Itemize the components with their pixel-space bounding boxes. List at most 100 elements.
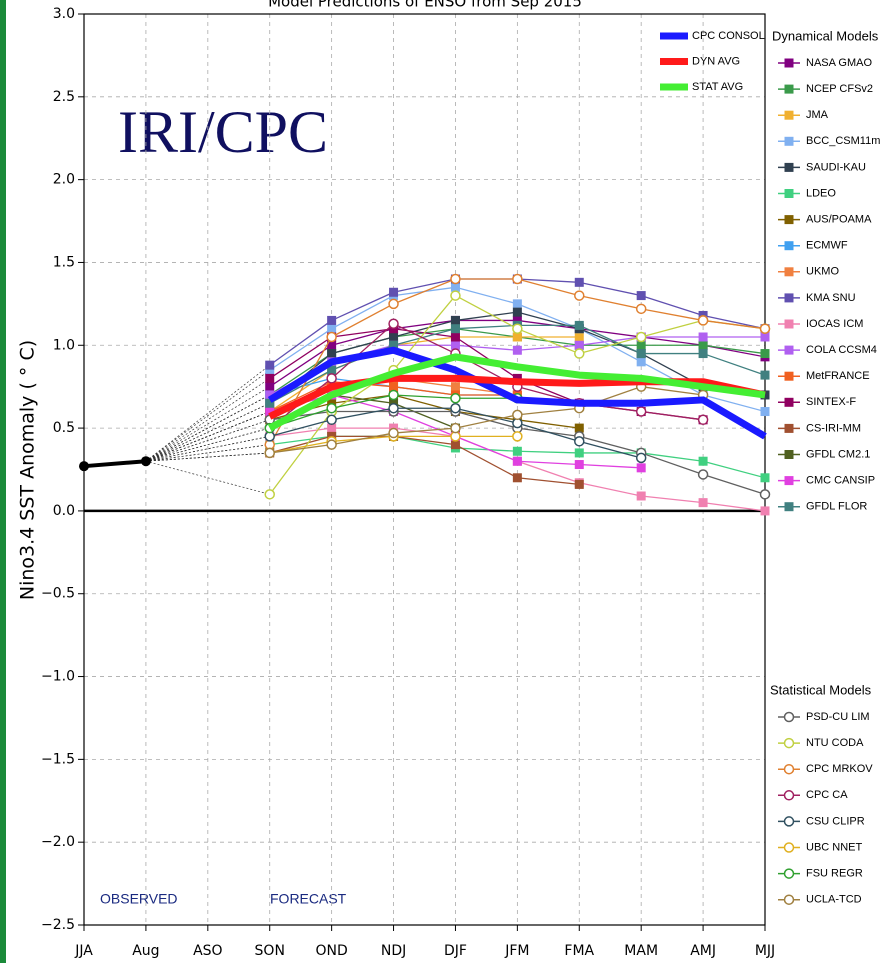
point [759,323,771,334]
point [512,307,522,317]
point [512,446,522,456]
point [388,402,399,414]
point [389,340,399,350]
legend-label: COLA CCSM4 [806,344,877,356]
point [636,357,646,367]
point [140,456,151,467]
point [512,323,523,334]
point [698,349,708,359]
point [512,332,522,342]
legend-label: BCC_CSM11m [806,135,880,147]
point [574,290,585,301]
y-tick-label: −2.0 [41,834,75,850]
point [265,398,275,408]
point [450,402,461,414]
point [450,332,460,342]
point [450,282,460,292]
logo-text: IRI/CPC [118,99,328,165]
point [635,406,647,417]
point [697,469,709,480]
point [264,447,275,459]
legend-label: UCLA-TCD [806,894,862,906]
point [574,332,584,342]
legend-marker [784,345,794,355]
legend-marker [784,267,794,277]
legend-label: SAUDI-KAU [806,161,866,173]
point [698,498,708,508]
point [574,320,584,330]
legend-label: CSU CLIPR [806,815,865,827]
x-tick-label: DJF [444,943,467,959]
legend-label: GFDL FLOR [806,501,867,513]
legend-marker [783,763,795,775]
legend-label: GFDL CM2.1 [806,448,870,460]
point [760,407,770,417]
legend-label: NCEP CFSv2 [806,83,873,95]
point [512,299,522,309]
legend-marker [784,371,794,381]
legend-label: LDEO [806,187,836,199]
y-tick-label: 3.0 [53,6,75,22]
point [450,340,460,350]
legend-marker [784,84,794,94]
connector [145,452,270,462]
point [512,273,523,285]
legend-label: MetFRANCE [806,370,870,382]
point [389,382,399,392]
legend-marker [784,136,794,146]
legend-marker [784,58,794,68]
y-tick-label: −1.0 [41,669,75,685]
legend-marker [784,319,794,329]
point [327,340,337,350]
legend-label: NTU CODA [806,737,864,749]
connector [145,427,270,462]
point [760,473,770,483]
point [326,402,337,414]
legend-marker [783,737,795,749]
legend-label: NASA GMAO [806,57,872,69]
connector [145,402,270,462]
series-line [269,394,580,429]
point [327,349,337,359]
point [759,489,771,500]
legend-label: JMA [806,109,829,121]
connector [145,460,270,495]
x-tick-label: SON [255,943,285,959]
point [450,422,461,434]
legend-marker [783,868,795,879]
point [697,414,709,426]
point [760,506,770,516]
legend-marker [783,894,795,905]
point [265,360,275,370]
point [79,461,89,472]
legend-label: CMC CANSIP [806,475,875,487]
legend-title: Statistical Models [770,682,872,697]
legend-marker [784,241,794,251]
point [450,393,461,404]
series-line [269,323,704,429]
point [574,436,585,447]
legend-label: CPC CA [806,789,848,801]
point [574,460,584,470]
legend-label: AUS/POAMA [806,214,872,226]
y-tick-label: −1.5 [41,751,75,767]
x-tick-label: ASO [193,943,222,959]
legend-label: STAT AVG [692,81,743,93]
connector [145,436,270,462]
series-line [269,386,704,454]
point [636,340,646,350]
point [265,407,275,417]
legend-marker [784,502,794,512]
series-line [83,459,147,469]
legend-label: UBC NNET [806,841,863,853]
legend-label: IOCAS ICM [806,318,863,330]
connector [145,419,270,462]
point [450,290,461,301]
legend-marker [784,189,794,198]
point [326,331,337,343]
legend-marker [783,816,795,827]
y-tick-label: 2.5 [53,89,75,105]
point [450,315,460,325]
point [760,349,770,359]
